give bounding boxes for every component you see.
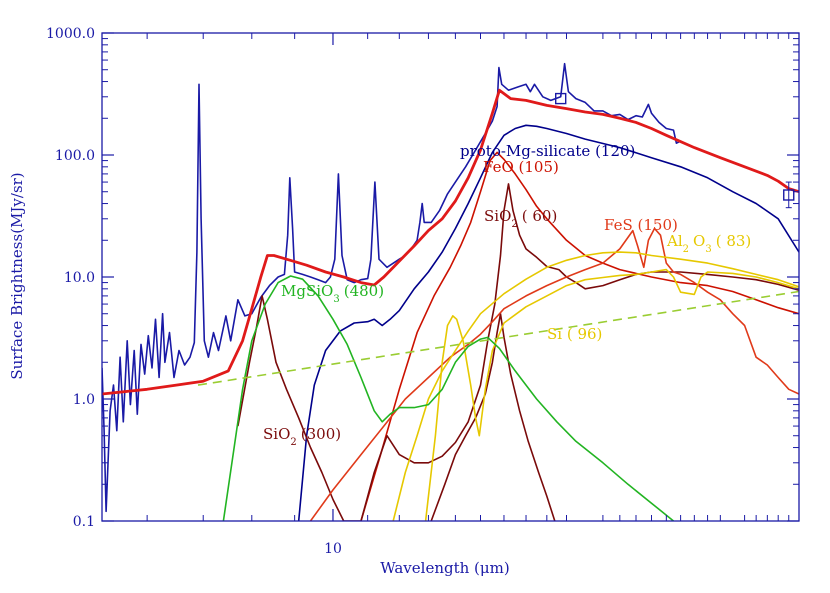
series-mgsio3 xyxy=(222,275,675,521)
y-tick-label: 100.0 xyxy=(55,148,95,164)
x-axis-title: Wavelength (μm) xyxy=(380,559,509,577)
fes-label: FeS (150) xyxy=(604,216,678,234)
series-proto-mg-silicate xyxy=(297,124,799,521)
feo-label: FeO (105) xyxy=(483,158,559,176)
tick-layer: 0.1 1.0 10.0 100.0 1000.0 10 xyxy=(46,26,800,557)
series-al2o3 xyxy=(392,251,799,521)
x-tick-label: 10 xyxy=(324,541,342,557)
series-fes xyxy=(309,227,799,521)
data-square-2 xyxy=(783,189,795,201)
series-si xyxy=(424,268,799,521)
series-layer xyxy=(102,62,799,521)
y-tick-label: 0.1 xyxy=(73,514,95,530)
marker-layer xyxy=(555,92,795,209)
sio2-300-label: SiO2 (300) xyxy=(263,425,341,448)
series-total xyxy=(102,88,799,396)
annotation-layer: proto-Mg-silicate (120)FeO (105) SiO2( 60… xyxy=(263,142,751,448)
sio2-60-label: SiO2( 60) xyxy=(484,207,557,230)
mgsio3-label: MgSiO3 (480) xyxy=(281,282,384,305)
data-square-1 xyxy=(555,92,567,105)
y-tick-label: 1000.0 xyxy=(46,26,95,42)
series-si-continuum xyxy=(197,290,799,386)
proto-mg-silicate-label: proto-Mg-silicate (120) xyxy=(460,142,635,160)
al2o3-label: Al2 O3( 83) xyxy=(666,232,751,255)
series-observed xyxy=(102,62,681,513)
y-tick-label: 10.0 xyxy=(64,270,95,286)
y-tick-label: 1.0 xyxy=(73,392,95,408)
y-axis-title: Surface Brightness(MJy/sr) xyxy=(8,172,26,379)
si-label: Si ( 96) xyxy=(547,325,602,343)
series-sio2-peak xyxy=(430,312,556,521)
